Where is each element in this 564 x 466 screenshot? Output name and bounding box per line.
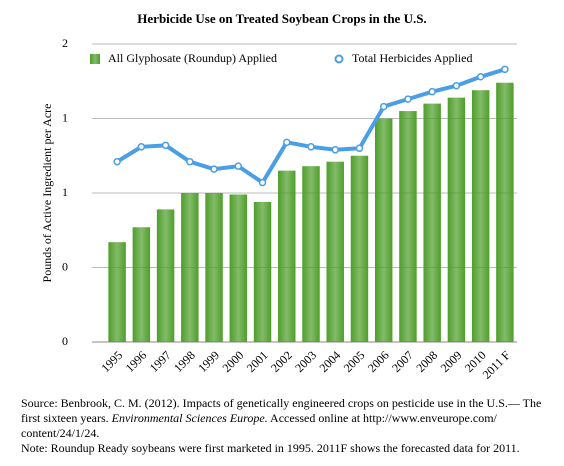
legend-label: All Glyphosate (Roundup) Applied xyxy=(108,51,277,65)
x-tick-label: 2004 xyxy=(316,348,343,375)
line-marker xyxy=(428,87,436,96)
notes: Source: Benbrook, C. M. (2012). Impacts … xyxy=(21,396,551,456)
chart: Herbicide Use on Treated Soybean Crops i… xyxy=(40,11,517,382)
line xyxy=(116,67,506,185)
line-marker xyxy=(113,157,121,166)
line-marker xyxy=(210,165,218,173)
bar xyxy=(447,97,466,342)
bar xyxy=(253,201,272,342)
bar xyxy=(132,227,151,342)
note: Note: Roundup Ready soybeans were first … xyxy=(21,441,520,455)
line-marker xyxy=(476,73,485,81)
source-journal: Environmental Sciences Europe. xyxy=(111,411,268,425)
line-marker xyxy=(307,143,315,151)
bar xyxy=(156,209,175,342)
x-tick-label: 1998 xyxy=(171,348,198,375)
bar xyxy=(374,118,393,342)
chart-title: Herbicide Use on Treated Soybean Crops i… xyxy=(137,11,426,26)
legend-label: Total Herbicides Applied xyxy=(352,51,472,65)
x-tick-label: 2007 xyxy=(389,348,416,375)
x-tick-label: 2005 xyxy=(341,348,368,375)
x-tick-label: 2002 xyxy=(268,348,295,375)
bar xyxy=(399,111,417,342)
x-tick-label: 1996 xyxy=(123,348,150,375)
y-tick-label: 1 xyxy=(62,185,68,199)
line-marker xyxy=(404,95,412,103)
source-text: Source: Benbrook, C. M. (2012). Impacts … xyxy=(21,396,542,425)
x-tick-label: 2009 xyxy=(438,348,465,375)
line-marker xyxy=(379,102,388,111)
bar xyxy=(108,242,126,342)
bar xyxy=(181,193,199,342)
bar xyxy=(326,161,344,342)
line-marker xyxy=(452,81,461,90)
x-tick-label: 1997 xyxy=(147,348,174,375)
x-tick-label: 2000 xyxy=(219,348,246,375)
x-tick-label: 2008 xyxy=(413,348,440,375)
y-tick-label: 0 xyxy=(62,259,68,273)
y-tick-label: 2 xyxy=(62,36,68,50)
x-tick-label: 1995 xyxy=(98,348,125,375)
bar xyxy=(471,90,490,342)
source: Source: Benbrook, C. M. (2012). Impacts … xyxy=(21,396,551,441)
legend-swatch xyxy=(334,54,344,64)
x-tick-label: 2006 xyxy=(365,348,392,375)
y-tick-label: 0 xyxy=(62,334,68,348)
line-marker xyxy=(355,144,364,153)
source-text: Accessed online at http://www.enveurope.… xyxy=(21,411,497,440)
x-tick-label: 2001 xyxy=(244,348,271,375)
y-tick-label: 1 xyxy=(62,110,68,124)
line-marker xyxy=(161,141,170,150)
line-marker xyxy=(234,162,243,170)
bar xyxy=(423,103,441,342)
bar xyxy=(278,170,296,342)
bar xyxy=(496,82,514,343)
bar xyxy=(350,155,369,342)
line-marker xyxy=(186,157,194,166)
x-tick-label: 2011 F xyxy=(480,348,514,382)
line-marker xyxy=(501,65,509,74)
x-tick-label: 1999 xyxy=(195,348,222,375)
line-marker xyxy=(283,138,291,147)
bar xyxy=(229,194,248,342)
line-marker xyxy=(258,178,267,187)
legend-swatch xyxy=(90,54,100,64)
bar xyxy=(205,193,223,342)
bar xyxy=(302,166,320,342)
line-marker xyxy=(331,146,339,154)
line-marker xyxy=(137,143,146,151)
x-tick-label: 2003 xyxy=(292,348,319,375)
y-axis-label: Pounds of Active Ingredient per Acre xyxy=(40,104,54,283)
